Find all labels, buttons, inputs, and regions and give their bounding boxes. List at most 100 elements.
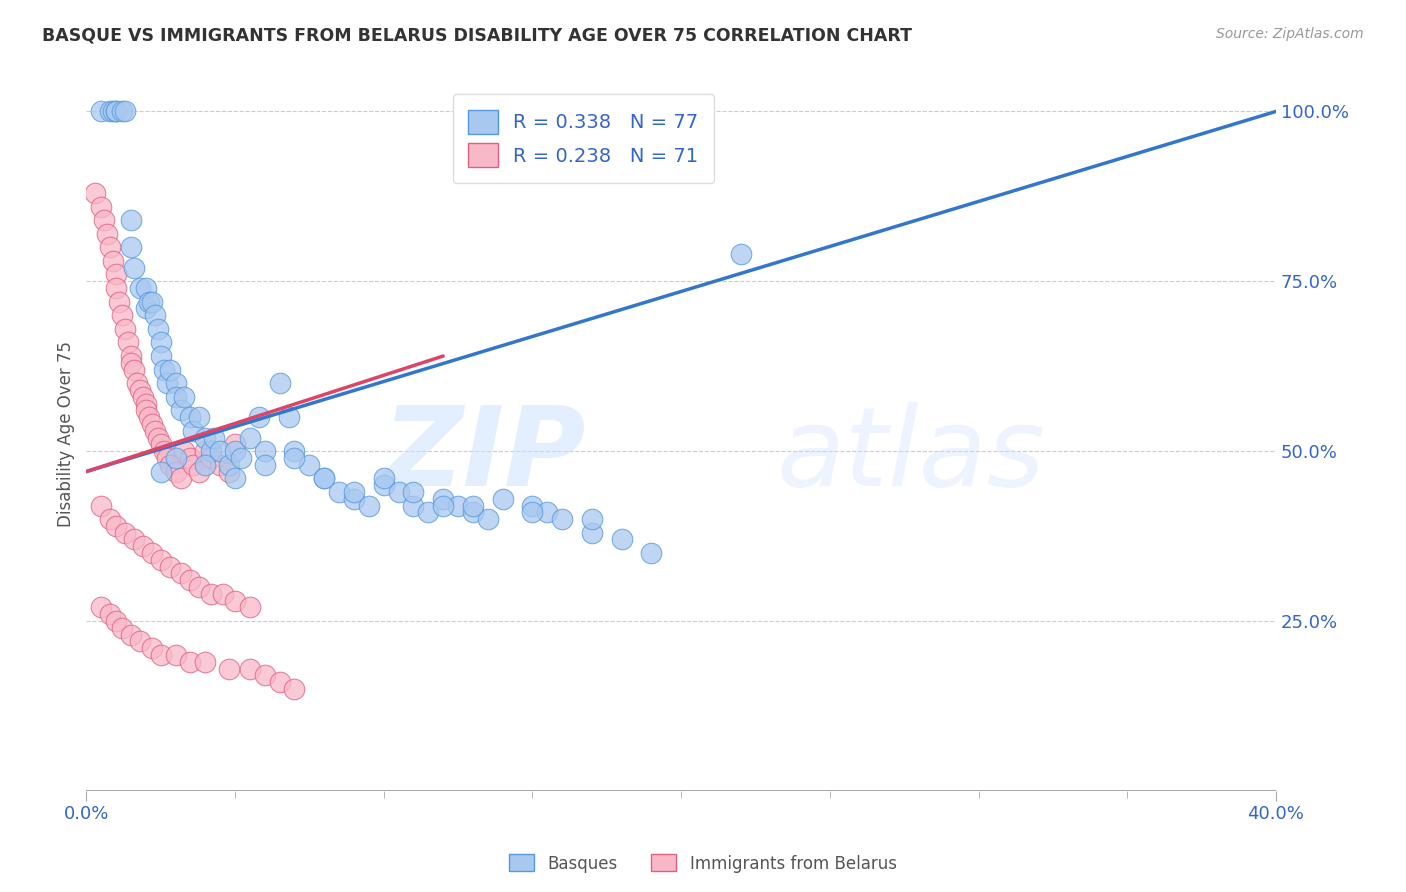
Point: [247, 410, 270, 425]
Point: [143, 308, 166, 322]
Point: [132, 390, 155, 404]
Point: [120, 349, 142, 363]
Point: [218, 465, 240, 479]
Text: BASQUE VS IMMIGRANTS FROM BELARUS DISABILITY AGE OVER 75 CORRELATION CHART: BASQUE VS IMMIGRANTS FROM BELARUS DISABI…: [42, 27, 912, 45]
Point: [128, 281, 150, 295]
Point: [224, 444, 246, 458]
Point: [200, 450, 222, 465]
Point: [98, 512, 121, 526]
Point: [149, 648, 172, 662]
Point: [173, 390, 195, 404]
Point: [492, 491, 515, 506]
Point: [122, 533, 145, 547]
Point: [120, 213, 142, 227]
Point: [120, 240, 142, 254]
Point: [170, 471, 193, 485]
Point: [188, 410, 211, 425]
Point: [224, 437, 246, 451]
Point: [122, 362, 145, 376]
Point: [269, 376, 291, 391]
Point: [155, 450, 177, 465]
Point: [143, 424, 166, 438]
Point: [283, 450, 305, 465]
Point: [111, 308, 134, 322]
Point: [387, 484, 409, 499]
Point: [141, 294, 163, 309]
Point: [373, 471, 395, 485]
Point: [183, 424, 205, 438]
Point: [239, 662, 262, 676]
Point: [536, 505, 558, 519]
Text: Source: ZipAtlas.com: Source: ZipAtlas.com: [1216, 27, 1364, 41]
Point: [114, 525, 136, 540]
Point: [165, 376, 187, 391]
Point: [200, 444, 222, 458]
Point: [159, 559, 181, 574]
Point: [149, 437, 172, 451]
Point: [105, 281, 128, 295]
Point: [114, 104, 136, 119]
Point: [183, 458, 205, 472]
Point: [146, 431, 169, 445]
Point: [149, 335, 172, 350]
Point: [90, 200, 112, 214]
Point: [125, 376, 148, 391]
Point: [402, 484, 425, 499]
Point: [98, 104, 121, 119]
Point: [432, 499, 454, 513]
Point: [218, 662, 240, 676]
Point: [101, 253, 124, 268]
Point: [173, 444, 195, 458]
Point: [105, 614, 128, 628]
Point: [120, 627, 142, 641]
Point: [152, 444, 174, 458]
Point: [239, 431, 262, 445]
Point: [224, 471, 246, 485]
Point: [343, 491, 366, 506]
Point: [188, 580, 211, 594]
Point: [90, 104, 112, 119]
Point: [90, 499, 112, 513]
Point: [165, 465, 187, 479]
Point: [229, 450, 252, 465]
Point: [218, 458, 240, 472]
Point: [128, 383, 150, 397]
Point: [179, 574, 201, 588]
Point: [277, 410, 299, 425]
Point: [522, 505, 544, 519]
Point: [132, 539, 155, 553]
Point: [159, 458, 181, 472]
Point: [581, 512, 603, 526]
Point: [461, 505, 484, 519]
Point: [141, 546, 163, 560]
Point: [135, 396, 157, 410]
Point: [108, 294, 131, 309]
Point: [522, 499, 544, 513]
Point: [105, 104, 128, 119]
Point: [373, 478, 395, 492]
Point: [120, 356, 142, 370]
Point: [551, 512, 574, 526]
Point: [146, 322, 169, 336]
Point: [117, 335, 139, 350]
Text: atlas: atlas: [776, 402, 1045, 509]
Point: [610, 533, 633, 547]
Point: [141, 417, 163, 431]
Y-axis label: Disability Age Over 75: Disability Age Over 75: [58, 341, 75, 527]
Point: [328, 484, 350, 499]
Point: [194, 458, 217, 472]
Point: [149, 349, 172, 363]
Point: [447, 499, 470, 513]
Point: [101, 104, 124, 119]
Text: ZIP: ZIP: [382, 402, 586, 509]
Point: [357, 499, 380, 513]
Point: [224, 593, 246, 607]
Point: [111, 621, 134, 635]
Point: [138, 410, 160, 425]
Point: [209, 444, 232, 458]
Point: [179, 450, 201, 465]
Point: [730, 247, 752, 261]
Point: [93, 213, 115, 227]
Point: [105, 104, 128, 119]
Point: [253, 458, 276, 472]
